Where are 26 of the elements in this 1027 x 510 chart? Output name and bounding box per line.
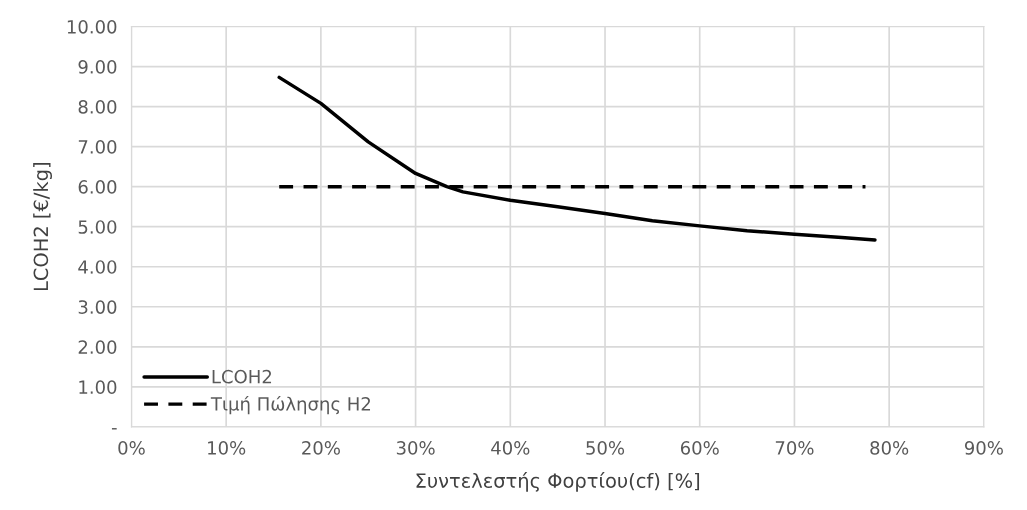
y-tick-label: 4.00 <box>78 260 117 274</box>
x-tick-label: 60% <box>680 441 719 455</box>
x-tick-label: 50% <box>586 441 625 455</box>
x-tick-label: 80% <box>870 441 909 455</box>
y-tick-label: 9.00 <box>78 60 117 74</box>
x-tick-label: 40% <box>491 441 530 455</box>
x-tick-label: 30% <box>396 441 435 455</box>
y-tick-label: 3.00 <box>78 300 117 314</box>
y-tick-label: 1.00 <box>79 380 117 394</box>
x-tick-label: 70% <box>775 441 814 455</box>
x-tick-label: 10% <box>208 441 246 455</box>
legend-label: LCOH2 <box>212 369 272 384</box>
y-tick-label: 5.00 <box>78 220 117 234</box>
y-tick-label: - <box>111 428 117 430</box>
x-tick-label: 0% <box>118 441 145 455</box>
line-series <box>277 75 877 242</box>
legend-label: Τιμή Πώλησης H2 <box>210 396 371 415</box>
x-tick-label: 20% <box>302 441 340 455</box>
y-tick-label: 10.00 <box>67 19 117 34</box>
x-axis-title: Συντελεστής Φορτίου(cf) [%] <box>416 472 700 492</box>
y-tick-label: 6.00 <box>78 180 117 194</box>
y-axis-title: LCOH2 [€/kg] <box>33 163 52 291</box>
y-tick-label: 7.00 <box>78 140 117 154</box>
x-tick-label: 90% <box>964 441 1003 455</box>
y-tick-label: 8.00 <box>78 100 117 114</box>
y-tick-label: 2.00 <box>78 340 117 354</box>
